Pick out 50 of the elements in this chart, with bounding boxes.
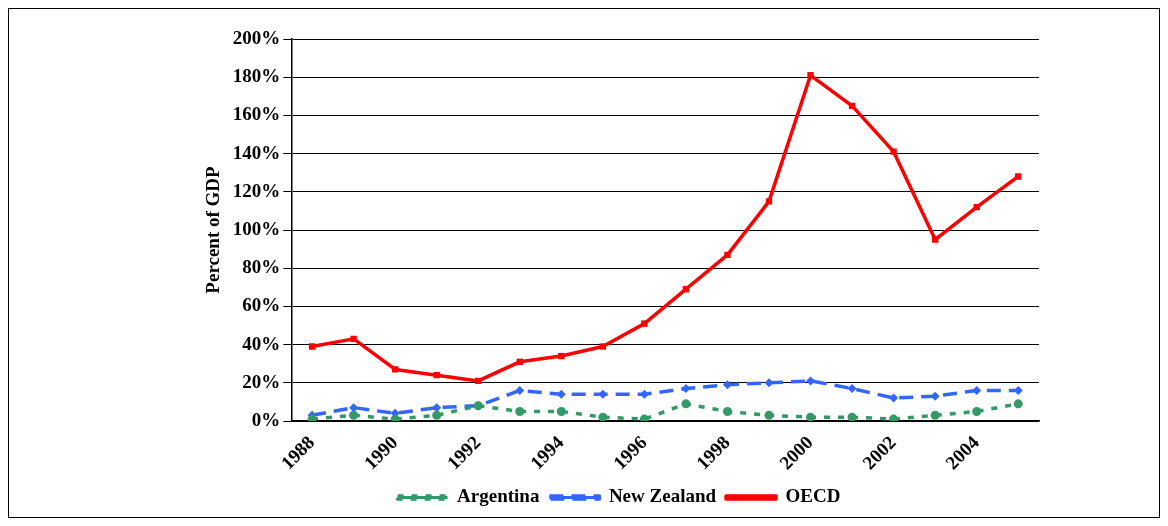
point (641, 320, 648, 327)
y-tick-label: 160% (232, 103, 281, 125)
point (890, 148, 897, 155)
point (681, 399, 691, 409)
y-tick-label: 80% (242, 256, 281, 278)
point (722, 406, 732, 416)
legend-label: Argentina (457, 485, 540, 507)
point (391, 366, 399, 373)
point (972, 385, 982, 395)
point (889, 414, 899, 422)
y-tick-label: 200% (232, 26, 281, 48)
point (390, 414, 400, 422)
point (931, 236, 939, 243)
point (432, 410, 442, 420)
point (722, 380, 732, 390)
point (930, 410, 940, 420)
y-tick-label: 120% (232, 179, 281, 201)
point (1013, 399, 1023, 409)
y-tick-label: 60% (242, 294, 281, 316)
y-tick-label: 20% (242, 370, 281, 392)
point (889, 393, 899, 403)
point (724, 251, 731, 259)
point (847, 384, 857, 394)
point (972, 406, 982, 416)
point (307, 414, 317, 422)
point (598, 412, 608, 422)
y-tick-label: 140% (232, 141, 281, 163)
point (515, 385, 525, 395)
legend-label: New Zealand (608, 485, 717, 507)
point (764, 410, 774, 420)
point (556, 406, 566, 416)
point (806, 412, 816, 422)
point (349, 410, 359, 420)
y-tick-label: 0% (251, 408, 281, 430)
y-axis-title: Percent of GDP (202, 165, 224, 294)
point (1015, 173, 1022, 180)
point (598, 389, 608, 399)
point (556, 389, 566, 399)
point (847, 412, 857, 422)
y-tick-label: 100% (232, 217, 281, 239)
point (599, 343, 607, 350)
point (515, 406, 525, 416)
point (350, 335, 357, 343)
legend-label: OECD (785, 485, 841, 507)
point (308, 343, 316, 350)
point (765, 198, 773, 205)
y-tick-label: 40% (242, 332, 281, 354)
point (807, 72, 814, 79)
point (639, 414, 649, 422)
y-tick-label: 180% (232, 65, 281, 87)
